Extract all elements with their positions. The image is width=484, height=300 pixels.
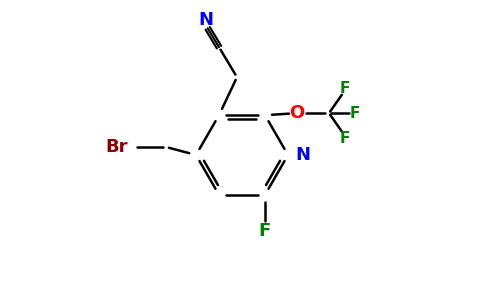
Text: F: F: [350, 106, 360, 121]
Text: F: F: [340, 81, 350, 96]
Text: N: N: [295, 146, 310, 164]
Text: Br: Br: [106, 138, 128, 156]
Text: O: O: [289, 104, 304, 122]
Text: F: F: [340, 131, 350, 146]
Text: N: N: [198, 11, 213, 29]
Text: F: F: [259, 222, 271, 240]
